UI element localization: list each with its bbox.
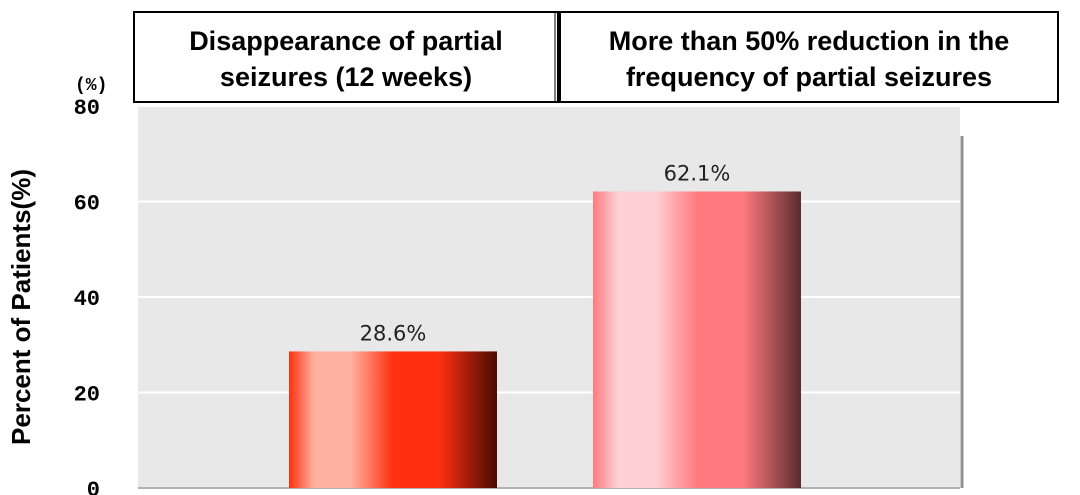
y-tick-label: 20 (74, 383, 100, 408)
bar-2 (593, 191, 801, 488)
category-header-box-2 (559, 11, 1059, 103)
bars (289, 191, 801, 488)
y-unit-label: (%) (75, 76, 107, 96)
bar-value-label: 28.6% (360, 321, 427, 345)
bar-1 (289, 351, 497, 488)
y-tick-labels: 0 20 40 60 80 (74, 96, 100, 495)
bar-value-label: 62.1% (664, 161, 731, 185)
y-tick-label: 0 (87, 478, 100, 495)
y-tick-label: 80 (74, 96, 100, 121)
category-header-text: More than 50% reduction in the (609, 26, 1010, 56)
y-tick-label: 40 (74, 287, 100, 312)
data-labels: 28.6% 62.1% (360, 161, 731, 345)
category-header-text: frequency of partial seizures (626, 62, 992, 92)
category-header-text: seizures (12 weeks) (220, 62, 472, 92)
category-header-box-1 (133, 11, 559, 103)
y-axis-title: Percent of Patients(%) (6, 169, 36, 445)
category-header-text: Disappearance of partial (189, 26, 503, 56)
category-headers: Disappearance of partial seizures (12 wee… (133, 11, 1059, 103)
gridlines (138, 105, 960, 394)
y-tick-label: 60 (74, 192, 100, 217)
